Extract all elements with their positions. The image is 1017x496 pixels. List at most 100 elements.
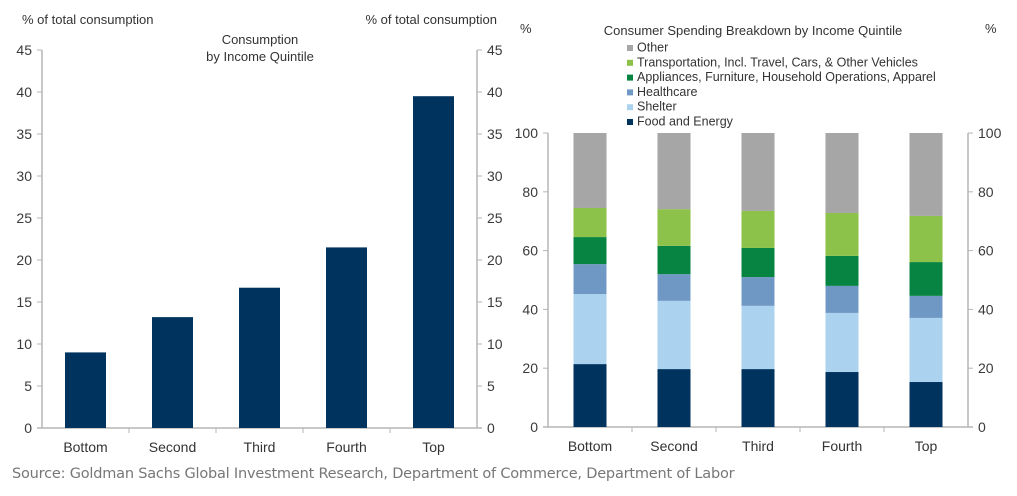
left-chart-y-axis-title-left: % of total consumption [22,12,154,27]
right-chart-y-tick-label-left: 0 [530,419,538,435]
left-chart-y-tick-label-right: 30 [487,168,503,184]
segment-top-transportation-incl-travel-cars-other-vehicles [909,215,943,263]
left-chart-title-line-1: Consumption [222,32,299,47]
bar-fourth [326,247,367,428]
legend-label: Transportation, Incl. Travel, Cars, & Ot… [637,55,918,69]
legend-label: Other [637,41,668,55]
left-chart-y-tick-label-left: 30 [16,168,32,184]
segment-fourth-appliances-furniture-household-operations-apparel [825,255,859,286]
consumption-chart: % of total consumption % of total consum… [16,12,502,455]
bar-bottom [65,352,106,428]
legend-label: Appliances, Furniture, Household Operati… [637,70,936,84]
right-chart-y-tick-label-left: 20 [522,360,538,376]
right-chart-title: Consumer Spending Breakdown by Income Qu… [604,23,902,38]
right-chart-y-tick-label-right: 60 [978,243,994,259]
legend-swatch [627,104,633,111]
bar-top [413,96,454,428]
right-chart-y-tick-label-left: 80 [522,184,538,200]
right-chart-y-axis-title-right: % [985,21,997,36]
right-chart-category-label: Second [650,438,697,454]
segment-third-healthcare [741,277,775,306]
bar-third [239,287,280,428]
left-chart-y-tick-label-left: 5 [24,378,32,394]
left-chart-y-tick-label-right: 10 [487,336,503,352]
segment-bottom-transportation-incl-travel-cars-other-vehicles [573,207,607,238]
left-chart-category-label: Bottom [63,439,107,455]
segment-second-other [657,133,691,210]
right-chart-y-tick-label-right: 80 [978,184,994,200]
left-chart-y-tick-label-left: 10 [16,336,32,352]
left-chart-y-tick-label-left: 25 [16,210,32,226]
spending-breakdown-chart: % % Consumer Spending Breakdown by Incom… [515,21,1002,454]
segment-top-appliances-furniture-household-operations-apparel [909,262,943,296]
left-chart-y-tick-label-right: 35 [487,126,503,142]
right-chart-y-tick-label-right: 100 [978,125,1002,141]
segment-bottom-healthcare [573,264,607,295]
left-chart-y-tick-label-right: 20 [487,252,503,268]
segment-fourth-shelter [825,312,859,373]
right-chart-y-tick-label-right: 20 [978,360,994,376]
legend-label: Food and Energy [637,115,734,129]
left-chart-y-tick-label-right: 15 [487,294,503,310]
segment-fourth-healthcare [825,285,859,313]
right-chart-category-label: Third [742,438,774,454]
left-chart-title-line-2: by Income Quintile [206,49,314,64]
segment-top-other [909,133,943,216]
left-chart-y-axis-title-right: % of total consumption [365,12,497,27]
segment-bottom-appliances-furniture-household-operations-apparel [573,237,607,265]
segment-third-transportation-incl-travel-cars-other-vehicles [741,210,775,248]
segment-bottom-food-and-energy [573,364,607,427]
segment-bottom-other [573,133,607,208]
left-chart-y-tick-label-right: 40 [487,84,503,100]
legend-swatch [627,74,633,81]
right-chart-category-label: Bottom [568,438,612,454]
source-note: Source: Goldman Sachs Global Investment … [12,466,735,482]
legend-label: Healthcare [637,85,697,99]
right-chart-y-axis-title-left: % [520,21,532,36]
segment-third-appliances-furniture-household-operations-apparel [741,247,775,278]
legend-label: Shelter [637,100,677,114]
left-chart-y-tick-label-left: 40 [16,84,32,100]
legend-swatch [627,59,633,66]
segment-top-food-and-energy [909,382,943,427]
legend-swatch [627,89,633,96]
right-chart-y-tick-label-right: 0 [978,419,986,435]
left-chart-category-label: Top [422,439,445,455]
segment-second-transportation-incl-travel-cars-other-vehicles [657,209,691,246]
left-chart-y-tick-label-left: 45 [16,42,32,58]
segment-third-other [741,133,775,211]
left-chart-category-label: Third [244,439,276,455]
segment-bottom-shelter [573,294,607,365]
segment-fourth-other [825,133,859,213]
legend-swatch [627,119,633,125]
segment-third-food-and-energy [741,369,775,427]
segment-second-shelter [657,300,691,370]
left-chart-y-tick-label-left: 35 [16,126,32,142]
right-chart-y-tick-label-left: 40 [522,301,538,317]
left-chart-y-tick-label-left: 15 [16,294,32,310]
left-chart-category-label: Second [149,439,196,455]
left-chart-y-tick-label-left: 0 [24,420,32,436]
bar-second [152,317,193,428]
left-chart-y-tick-label-right: 25 [487,210,503,226]
left-chart-category-label: Fourth [326,439,366,455]
segment-second-food-and-energy [657,369,691,427]
legend-swatch [627,45,633,51]
segment-top-shelter [909,317,943,383]
segment-second-appliances-furniture-household-operations-apparel [657,245,691,275]
segment-fourth-food-and-energy [825,372,859,427]
right-chart-y-tick-label-left: 60 [522,243,538,259]
left-chart-y-tick-label-right: 45 [487,42,503,58]
segment-top-healthcare [909,295,943,318]
segment-fourth-transportation-incl-travel-cars-other-vehicles [825,212,859,256]
segment-third-shelter [741,305,775,370]
right-chart-category-label: Top [915,438,938,454]
left-chart-y-tick-label-right: 5 [487,378,495,394]
right-chart-category-label: Fourth [822,438,862,454]
right-chart-y-tick-label-left: 100 [515,125,539,141]
right-chart-y-tick-label-right: 40 [978,301,994,317]
segment-second-healthcare [657,274,691,301]
left-chart-y-tick-label-right: 0 [487,420,495,436]
